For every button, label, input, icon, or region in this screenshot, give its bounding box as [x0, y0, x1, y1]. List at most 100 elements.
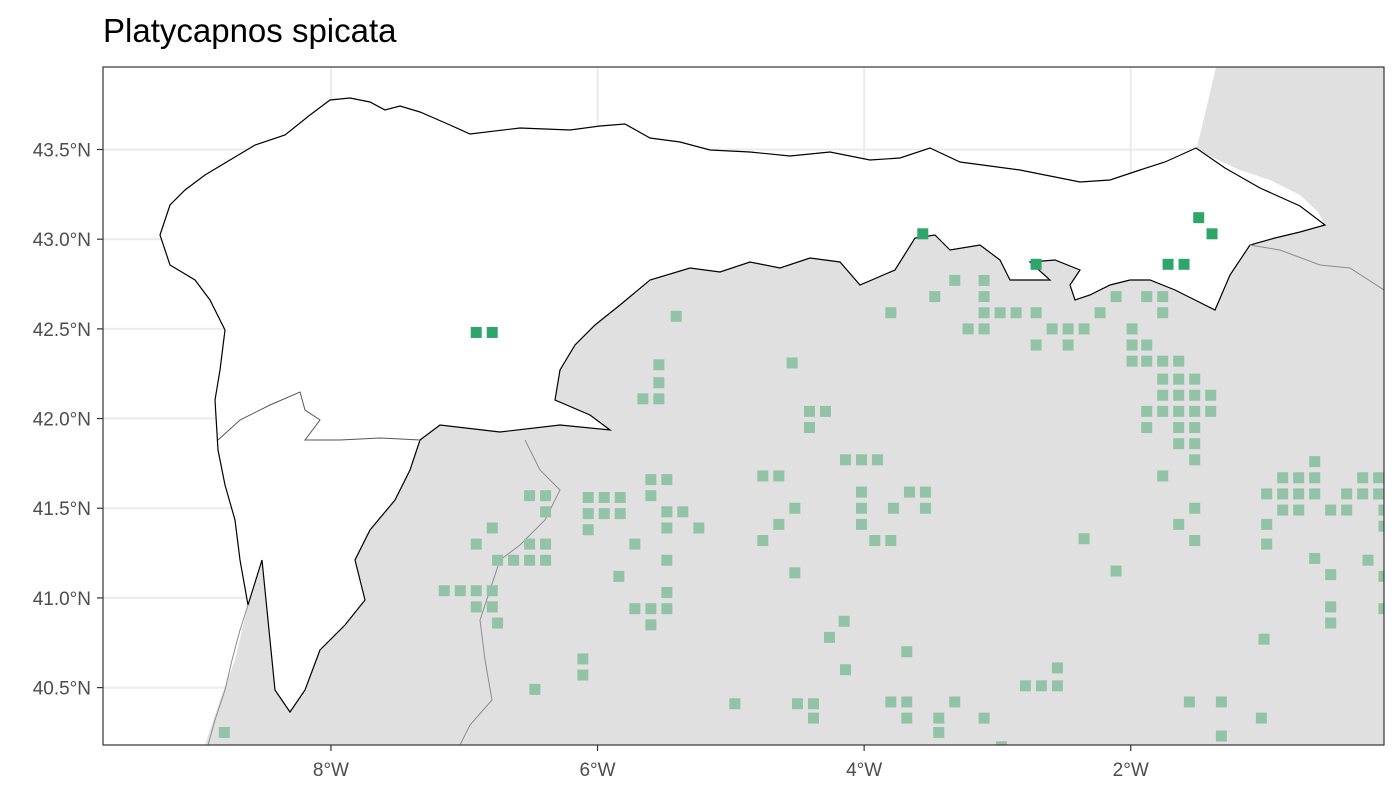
occurrence-point-other — [653, 359, 665, 371]
occurrence-point-other — [1157, 389, 1169, 401]
occurrence-point-other — [1141, 405, 1153, 417]
occurrence-point-region — [1030, 258, 1042, 270]
land-outside-region — [103, 67, 1384, 745]
occurrence-point-other — [1035, 680, 1047, 692]
occurrence-point-other — [1325, 601, 1337, 613]
occurrence-point-other — [803, 422, 815, 434]
y-tick-label: 42.5°N — [33, 320, 91, 341]
occurrence-point-other — [1261, 538, 1273, 550]
occurrence-point-region — [1193, 212, 1205, 224]
occurrence-point-other — [786, 357, 798, 369]
occurrence-point-other — [614, 491, 626, 503]
y-tick-label: 43.0°N — [33, 230, 91, 251]
occurrence-point-other — [577, 653, 589, 665]
occurrence-point-other — [1325, 569, 1337, 581]
occurrence-point-other — [645, 490, 657, 502]
panel-border — [102, 66, 1385, 746]
y-tick-label: 40.5°N — [33, 679, 91, 700]
occurrence-point-other — [1325, 504, 1337, 516]
occurrence-point-other — [1157, 291, 1169, 303]
occurrence-point-other — [1094, 307, 1106, 319]
occurrence-point-other — [1189, 405, 1201, 417]
occurrence-point-other — [933, 712, 945, 724]
occurrence-point-other — [1173, 373, 1185, 385]
occurrence-point-other — [791, 698, 803, 710]
occurrence-point-other — [1141, 422, 1153, 434]
x-tick-label: 4°W — [846, 760, 882, 781]
occurrence-point-other — [582, 508, 594, 520]
y-axis: 43.5°N 43.0°N 42.5°N 42.0°N 41.5°N 41.0°N 40.5… — [33, 141, 103, 700]
occurrence-point-other — [540, 554, 552, 566]
occurrence-point-other — [807, 698, 819, 710]
occurrence-point-other — [1389, 736, 1400, 747]
occurrences-in-region — [470, 212, 1218, 338]
occurrence-point-other — [919, 502, 931, 514]
occurrence-point-other — [869, 535, 881, 547]
occurrence-point-other — [492, 617, 504, 629]
occurrence-point-other — [1258, 633, 1270, 645]
occurrence-point-other — [1157, 373, 1169, 385]
occurrence-point-other — [1173, 389, 1185, 401]
occurrence-point-other — [1189, 422, 1201, 434]
occurrence-point-other — [524, 538, 536, 550]
occurrence-point-other — [661, 554, 673, 566]
occurrence-point-other — [838, 615, 850, 627]
occurrence-point-other — [540, 538, 552, 550]
occurrence-point-other — [470, 538, 482, 550]
occurrence-point-other — [1378, 603, 1384, 615]
occurrence-point-other — [1205, 389, 1217, 401]
occurrence-point-other — [1341, 488, 1353, 500]
occurrence-point-other — [1051, 662, 1063, 674]
occurrence-point-other — [582, 524, 594, 536]
occurrence-point-other — [1078, 323, 1090, 335]
occurrence-point-other — [645, 619, 657, 631]
occurrence-point-other — [994, 307, 1006, 319]
occurrence-point-other — [839, 454, 851, 466]
occurrence-point-other — [1141, 355, 1153, 367]
occurrence-point-other — [823, 631, 835, 643]
occurrence-point-other — [1309, 456, 1321, 468]
occurrence-point-other — [693, 522, 705, 534]
occurrence-point-other — [577, 669, 589, 681]
occurrence-point-other — [661, 474, 673, 486]
occurrence-point-other — [901, 696, 913, 708]
occurrence-point-other — [757, 470, 769, 482]
occurrence-point-other — [540, 490, 552, 502]
occurrence-point-other — [598, 508, 610, 520]
y-tick-label: 41.5°N — [33, 499, 91, 520]
occurrence-point-other — [582, 491, 594, 503]
occurrence-point-other — [1126, 339, 1138, 351]
occurrence-point-other — [1309, 488, 1321, 500]
occurrence-point-other — [803, 405, 815, 417]
occurrence-point-other — [819, 405, 831, 417]
occurrence-point-other — [653, 393, 665, 405]
occurrence-point-other — [1189, 373, 1201, 385]
occurrence-point-other — [1277, 504, 1289, 516]
occurrence-point-other — [637, 393, 649, 405]
occurrence-point-other — [486, 585, 498, 597]
occurrence-point-other — [1173, 405, 1185, 417]
occurrence-point-other — [653, 377, 665, 389]
region-landmass — [159, 97, 1327, 714]
x-tick-label: 8°W — [313, 760, 349, 781]
occurrence-point-other — [1062, 323, 1074, 335]
occurrence-point-other — [1277, 472, 1289, 484]
occurrence-point-other — [1378, 504, 1384, 516]
occurrence-point-other — [1357, 472, 1369, 484]
map-title: Platycapnos spicata — [103, 12, 397, 49]
occurrence-point-other — [1157, 470, 1169, 482]
occurrence-point-other — [978, 712, 990, 724]
occurrence-point-region — [1178, 258, 1190, 270]
occurrence-point-other — [1389, 539, 1400, 550]
occurrence-point-other — [757, 535, 769, 547]
occurrence-point-other — [871, 454, 883, 466]
occurrence-point-other — [661, 603, 673, 615]
occurrence-point-region — [486, 326, 498, 338]
occurrence-point-other — [1046, 323, 1058, 335]
occurrence-point-other — [949, 274, 961, 286]
occurrence-point-other — [1110, 291, 1122, 303]
occurrence-point-other — [885, 535, 897, 547]
occurrence-point-other — [661, 506, 673, 518]
occurrence-point-other — [645, 474, 657, 486]
